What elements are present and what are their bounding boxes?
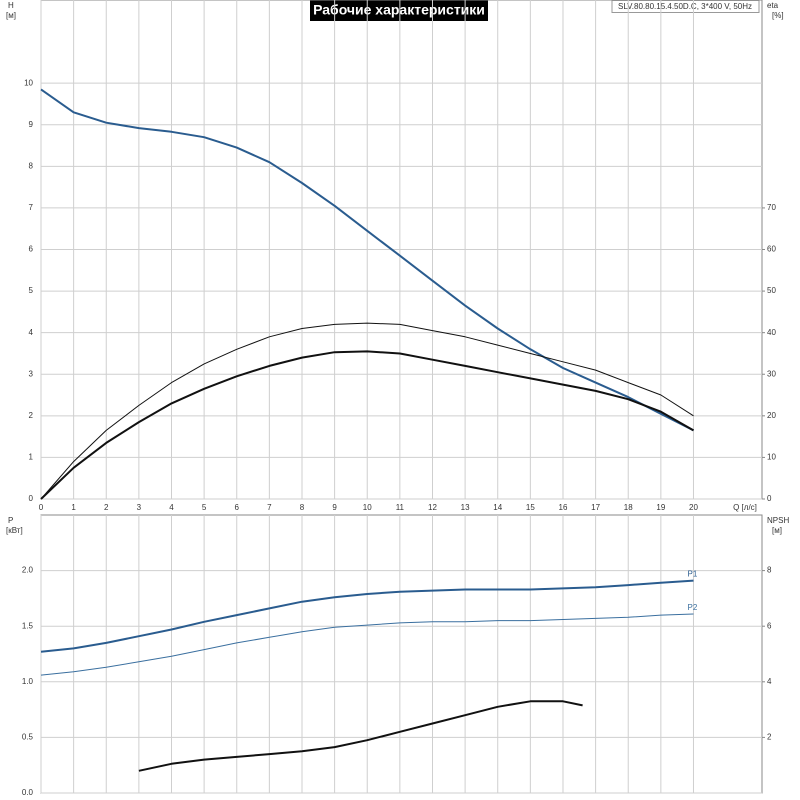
x-tick-label: 19 <box>656 503 665 512</box>
y-axis-unit: [м] <box>6 11 16 20</box>
x-tick-label: 6 <box>235 503 240 512</box>
y2-axis-label: NPSH <box>767 516 789 525</box>
series-line <box>138 700 583 772</box>
series-line <box>40 350 694 500</box>
chart-title: Рабочие характеристики <box>313 2 485 18</box>
y-axis-unit: [кВт] <box>6 526 23 535</box>
y-tick-label: 0.5 <box>22 733 34 742</box>
y2-axis-unit: [%] <box>772 11 784 20</box>
y-tick-label: 3 <box>29 369 34 378</box>
y-tick-label: 9 <box>29 120 34 129</box>
y-tick-label: 1.5 <box>22 621 34 630</box>
y-tick-label: 1 <box>29 453 34 462</box>
x-tick-label: 4 <box>169 503 174 512</box>
series-label: P1 <box>687 570 697 579</box>
y2-tick-label: 40 <box>767 328 776 337</box>
x-tick-label: 16 <box>559 503 568 512</box>
x-axis-label: Q [л/с] <box>733 503 757 512</box>
y-tick-label: 5 <box>29 286 34 295</box>
y-tick-label: 6 <box>29 245 34 254</box>
x-tick-label: 10 <box>363 503 372 512</box>
y-tick-label: 0 <box>29 494 34 503</box>
y2-tick-label: 50 <box>767 286 776 295</box>
x-tick-label: 17 <box>591 503 600 512</box>
series-line <box>40 613 694 676</box>
y2-axis-unit: [м] <box>772 526 782 535</box>
series-label: P2 <box>687 603 697 612</box>
title-box <box>310 0 488 21</box>
x-tick-label: 0 <box>39 503 44 512</box>
x-tick-label: 7 <box>267 503 272 512</box>
y2-tick-label: 8 <box>767 566 772 575</box>
series-line <box>40 88 694 432</box>
y2-tick-label: 20 <box>767 411 776 420</box>
x-tick-label: 3 <box>137 503 142 512</box>
y-tick-label: 10 <box>24 78 33 87</box>
y2-tick-label: 2 <box>767 733 772 742</box>
y-tick-label: 0.0 <box>22 788 34 797</box>
y-axis-label: P <box>8 516 13 525</box>
x-tick-label: 2 <box>104 503 109 512</box>
x-tick-label: 9 <box>332 503 337 512</box>
x-tick-label: 20 <box>689 503 698 512</box>
y2-tick-label: 30 <box>767 369 776 378</box>
x-tick-label: 18 <box>624 503 633 512</box>
series-line <box>40 579 694 653</box>
y2-axis-label: eta <box>767 1 779 10</box>
x-tick-label: 12 <box>428 503 437 512</box>
y2-tick-label: 60 <box>767 245 776 254</box>
y2-tick-label: 6 <box>767 621 772 630</box>
y-axis-label: H <box>8 1 14 10</box>
x-tick-label: 8 <box>300 503 305 512</box>
y2-tick-label: 10 <box>767 453 776 462</box>
x-tick-label: 1 <box>71 503 76 512</box>
y-tick-label: 8 <box>29 161 34 170</box>
x-tick-label: 14 <box>493 503 502 512</box>
y-tick-label: 1.0 <box>22 677 34 686</box>
series-line <box>40 322 694 500</box>
x-tick-label: 11 <box>396 503 405 512</box>
y2-tick-label: 70 <box>767 203 776 212</box>
y-tick-label: 4 <box>29 328 34 337</box>
pump-info: SLV.80.80.15.4.50D.C, 3*400 V, 50Hz <box>618 2 752 11</box>
y-tick-label: 2 <box>29 411 34 420</box>
y2-tick-label: 0 <box>767 494 772 503</box>
y-tick-label: 7 <box>29 203 34 212</box>
y2-tick-label: 4 <box>767 677 772 686</box>
x-tick-label: 15 <box>526 503 535 512</box>
y-tick-label: 2.0 <box>22 566 34 575</box>
x-tick-label: 13 <box>461 503 470 512</box>
plot-area <box>40 514 763 794</box>
x-tick-label: 5 <box>202 503 207 512</box>
